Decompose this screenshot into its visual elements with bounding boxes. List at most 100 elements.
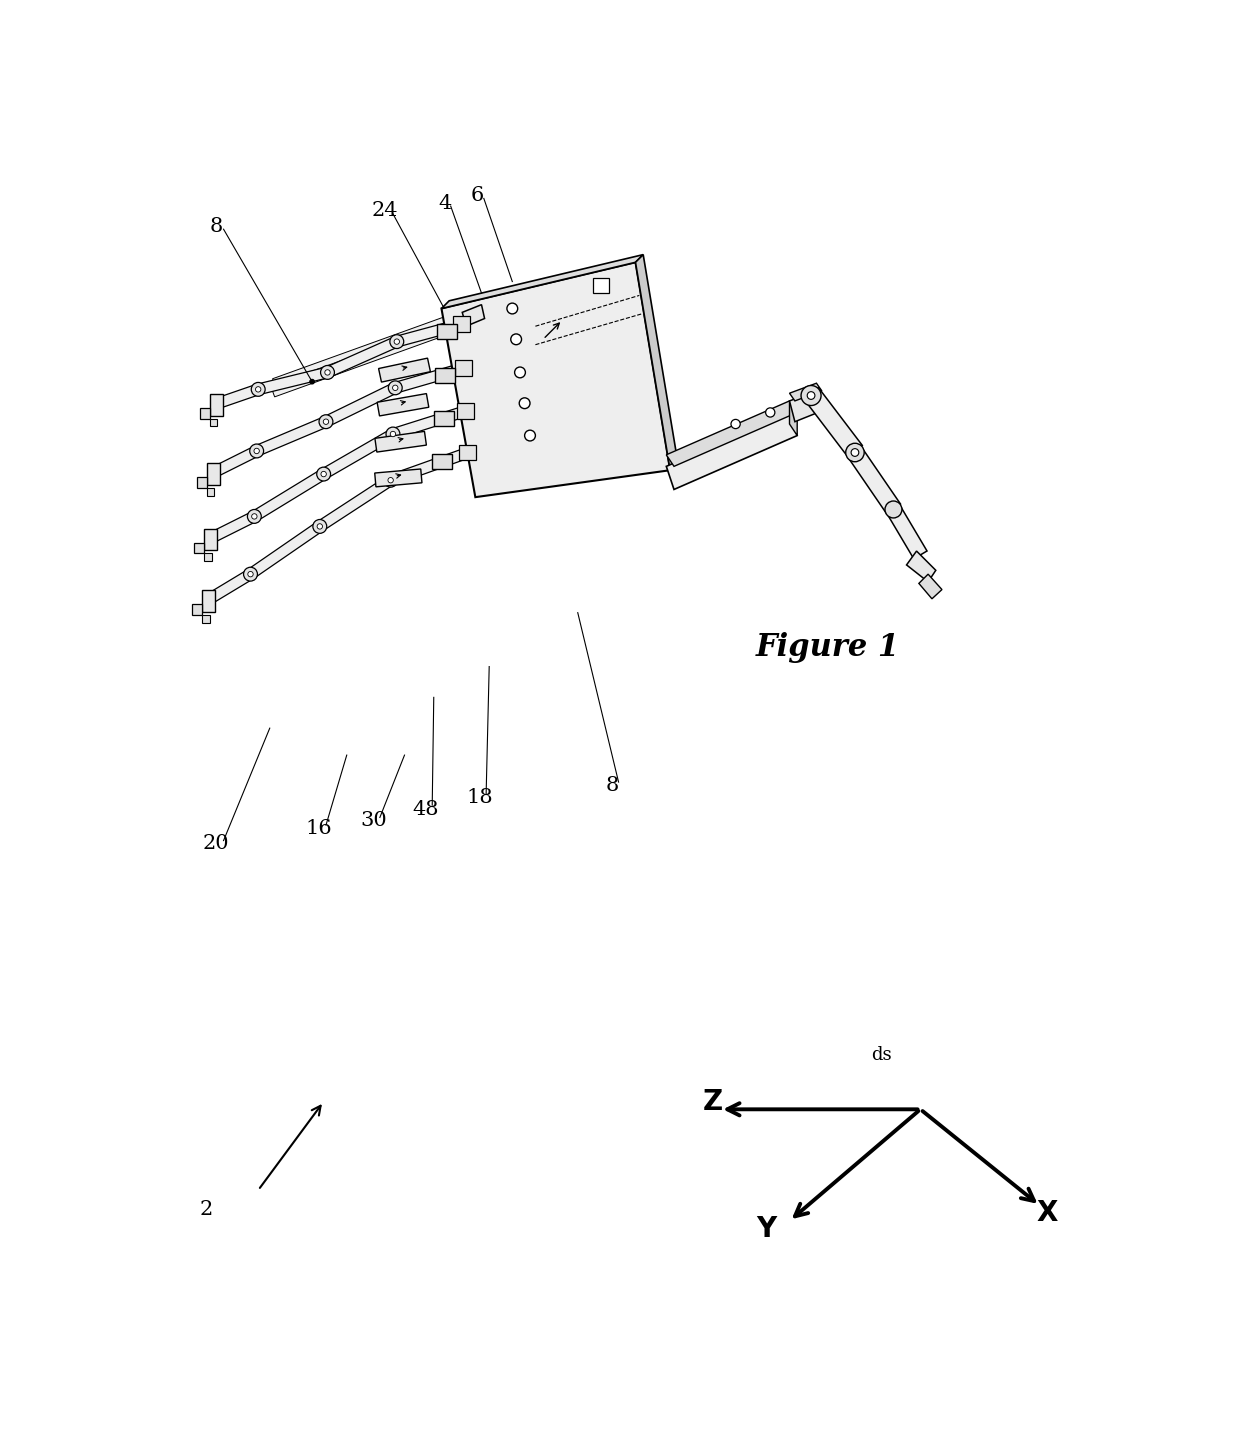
Polygon shape <box>374 432 427 452</box>
Polygon shape <box>463 304 485 326</box>
Polygon shape <box>919 575 942 599</box>
Polygon shape <box>197 478 207 488</box>
Polygon shape <box>210 418 217 426</box>
Text: 24: 24 <box>372 201 398 220</box>
Circle shape <box>730 420 740 429</box>
Polygon shape <box>273 307 474 385</box>
Circle shape <box>807 391 815 400</box>
Polygon shape <box>459 445 476 460</box>
Polygon shape <box>200 408 210 418</box>
Polygon shape <box>192 604 202 615</box>
Polygon shape <box>441 262 670 497</box>
Polygon shape <box>389 447 470 485</box>
Polygon shape <box>906 552 936 582</box>
Polygon shape <box>666 401 797 466</box>
Circle shape <box>248 572 253 576</box>
Text: 20: 20 <box>202 834 229 853</box>
Text: 30: 30 <box>361 811 387 830</box>
Circle shape <box>254 449 259 453</box>
Circle shape <box>312 520 326 533</box>
Polygon shape <box>206 511 257 544</box>
Text: X: X <box>1037 1199 1058 1228</box>
Polygon shape <box>635 255 678 471</box>
Circle shape <box>393 385 398 391</box>
Circle shape <box>801 385 821 405</box>
Polygon shape <box>248 521 322 579</box>
Text: Y: Y <box>756 1215 776 1242</box>
Polygon shape <box>205 529 217 550</box>
Circle shape <box>525 430 536 442</box>
Polygon shape <box>666 413 797 489</box>
Polygon shape <box>207 488 215 495</box>
Polygon shape <box>593 278 609 292</box>
Circle shape <box>386 427 399 442</box>
Polygon shape <box>433 455 453 469</box>
Polygon shape <box>887 505 928 559</box>
Polygon shape <box>273 320 474 397</box>
Polygon shape <box>392 405 467 439</box>
Circle shape <box>851 449 859 456</box>
Circle shape <box>249 445 264 458</box>
Polygon shape <box>790 384 822 401</box>
Circle shape <box>388 381 402 395</box>
Polygon shape <box>254 417 329 456</box>
Circle shape <box>321 365 335 379</box>
Polygon shape <box>436 324 456 339</box>
Circle shape <box>389 334 404 349</box>
Polygon shape <box>453 316 470 332</box>
Text: 16: 16 <box>305 818 331 838</box>
Polygon shape <box>378 358 430 382</box>
Polygon shape <box>435 368 455 384</box>
Polygon shape <box>205 553 212 560</box>
Polygon shape <box>195 543 205 553</box>
Circle shape <box>394 339 399 345</box>
Circle shape <box>383 473 398 487</box>
Polygon shape <box>790 401 797 436</box>
Circle shape <box>310 379 315 384</box>
Text: 6: 6 <box>471 185 485 204</box>
Circle shape <box>248 510 262 523</box>
Circle shape <box>316 468 331 481</box>
Circle shape <box>511 334 522 345</box>
Circle shape <box>515 366 526 378</box>
Polygon shape <box>321 430 396 479</box>
Circle shape <box>317 524 322 529</box>
Polygon shape <box>202 615 210 623</box>
Text: 8: 8 <box>210 217 222 236</box>
Circle shape <box>520 398 529 408</box>
Circle shape <box>252 514 257 518</box>
Polygon shape <box>324 382 398 427</box>
Circle shape <box>324 418 329 424</box>
Text: 4: 4 <box>438 194 451 213</box>
Polygon shape <box>394 362 466 392</box>
Circle shape <box>388 478 393 484</box>
Circle shape <box>243 568 258 581</box>
Polygon shape <box>208 446 259 479</box>
Circle shape <box>252 382 265 397</box>
Polygon shape <box>441 255 644 308</box>
Circle shape <box>595 279 608 291</box>
Polygon shape <box>252 469 326 521</box>
Polygon shape <box>848 447 900 514</box>
Polygon shape <box>455 361 472 375</box>
Polygon shape <box>377 394 429 416</box>
Polygon shape <box>456 403 474 418</box>
Circle shape <box>885 501 901 518</box>
Polygon shape <box>325 337 399 378</box>
Polygon shape <box>212 384 260 410</box>
Text: Figure 1: Figure 1 <box>756 631 900 663</box>
Circle shape <box>319 414 332 429</box>
Circle shape <box>321 472 326 476</box>
Circle shape <box>507 303 517 314</box>
Polygon shape <box>202 591 215 613</box>
Polygon shape <box>317 476 393 531</box>
Circle shape <box>765 408 775 417</box>
Text: 8: 8 <box>606 776 619 795</box>
Polygon shape <box>207 463 219 485</box>
Circle shape <box>325 369 330 375</box>
Polygon shape <box>804 388 862 456</box>
Text: ds: ds <box>872 1047 893 1064</box>
Polygon shape <box>203 569 253 605</box>
Text: 2: 2 <box>200 1200 212 1219</box>
Polygon shape <box>396 319 464 348</box>
